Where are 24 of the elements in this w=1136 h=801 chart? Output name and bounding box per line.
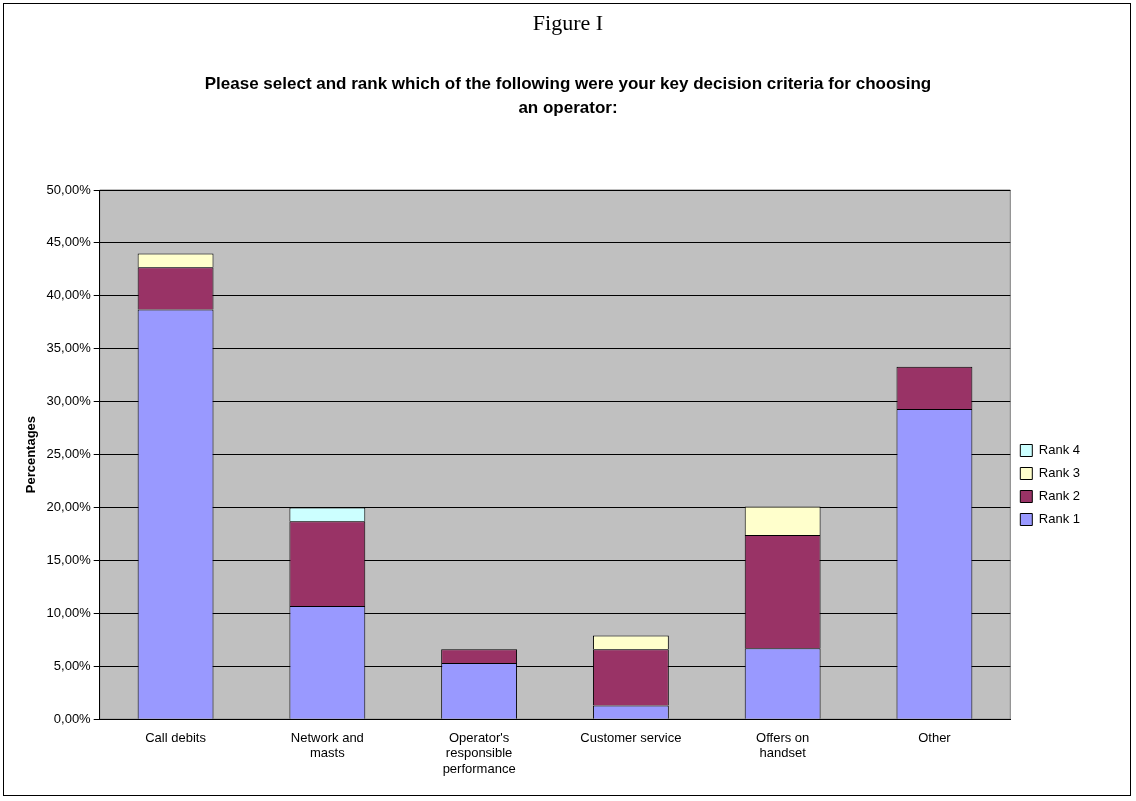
y-axis-title: Percentages xyxy=(23,415,39,494)
x-tick-label: Call debits xyxy=(145,729,207,745)
chart-title: Figure I xyxy=(531,10,605,36)
y-tick-label: 25,00% xyxy=(46,446,92,462)
y-tick-label: 0,00% xyxy=(53,710,92,726)
x-tick-label: Operator's responsible performance xyxy=(442,729,516,776)
y-tick-label: 30,00% xyxy=(46,393,92,409)
y-tick-label: 10,00% xyxy=(46,604,92,620)
y-tick-label: 45,00% xyxy=(46,234,92,250)
legend-label: Rank 4 xyxy=(1038,442,1081,458)
y-tick-label: 35,00% xyxy=(46,340,92,356)
y-tick-label: 5,00% xyxy=(53,657,92,673)
legend-label: Rank 2 xyxy=(1038,488,1081,504)
y-tick-label: 40,00% xyxy=(46,287,92,303)
x-tick-label: Other xyxy=(918,729,952,745)
legend-label: Rank 3 xyxy=(1038,465,1081,481)
x-tick-label: Network and masts xyxy=(290,729,364,761)
y-tick-label: 20,00% xyxy=(46,499,92,515)
chart-subtitle: Please select and rank which of the following were your key decision criteria for choosing an operator: xyxy=(203,73,933,119)
y-tick-label: 50,00% xyxy=(46,181,92,197)
legend-label: Rank 1 xyxy=(1038,511,1081,527)
x-tick-label: Customer service xyxy=(580,729,682,745)
y-tick-label: 15,00% xyxy=(46,552,92,568)
x-tick-label: Offers on handset xyxy=(756,729,810,761)
